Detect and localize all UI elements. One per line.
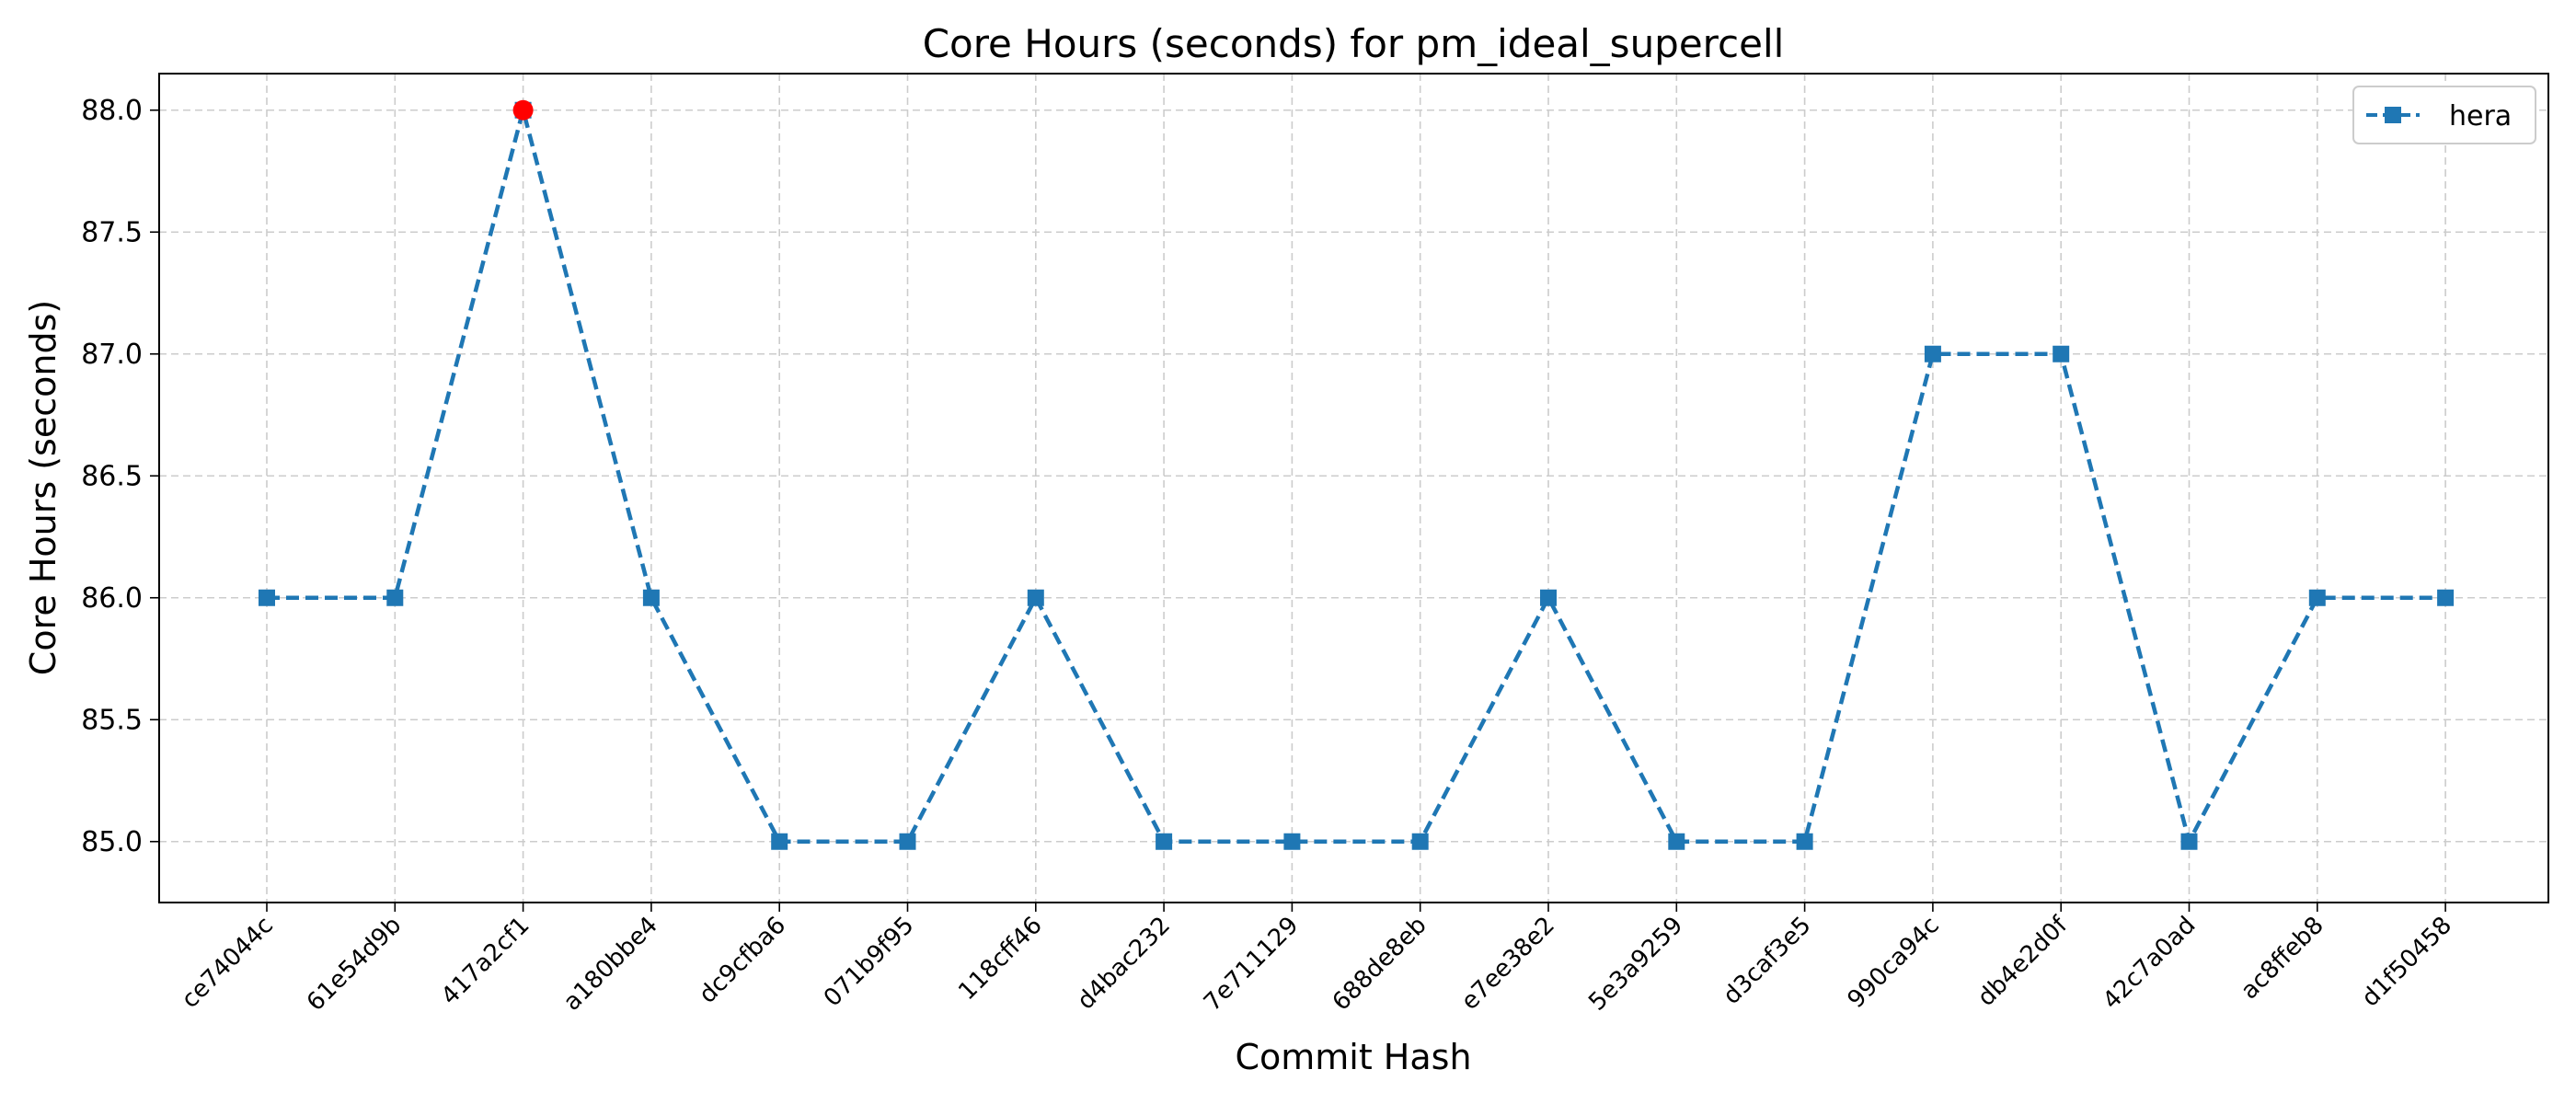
- y-tick-label: 88.0: [81, 95, 143, 127]
- series-layer: [259, 99, 2455, 850]
- data-point: [2437, 589, 2455, 606]
- data-point: [899, 833, 916, 850]
- y-tick-label: 85.5: [81, 704, 143, 736]
- y-tick-label: 86.5: [81, 460, 143, 492]
- highlight-point: [512, 99, 534, 121]
- data-point: [2053, 345, 2070, 362]
- chart-title: Core Hours (seconds) for pm_ideal_superc…: [923, 21, 1785, 66]
- data-point: [386, 589, 404, 606]
- legend-label-hera: hera: [2449, 100, 2512, 132]
- y-tick-label: 87.5: [81, 216, 143, 248]
- data-point: [2308, 589, 2326, 606]
- y-axis-label: Core Hours (seconds): [23, 300, 63, 675]
- series-line-hera: [267, 108, 2446, 844]
- grid-lines: [159, 74, 2548, 903]
- x-axis-label: Commit Hash: [1235, 1037, 1471, 1077]
- data-point: [1027, 589, 1044, 606]
- data-point: [2180, 833, 2198, 850]
- data-point: [259, 589, 275, 606]
- y-tick-label: 86.0: [81, 582, 143, 615]
- y-tick-label: 85.0: [81, 826, 143, 858]
- data-point: [771, 833, 788, 850]
- plot-frame: [158, 73, 2549, 903]
- legend: hera: [2352, 86, 2536, 144]
- data-point: [1540, 589, 1557, 606]
- legend-box: [2352, 86, 2536, 144]
- data-point: [1156, 833, 1173, 850]
- legend-marker: [2385, 107, 2401, 123]
- data-point: [1924, 345, 1941, 362]
- y-tick-label: 87.0: [81, 339, 143, 371]
- data-point: [1796, 833, 1813, 850]
- data-point: [1283, 833, 1301, 850]
- data-point: [1668, 833, 1685, 850]
- data-point: [642, 589, 660, 606]
- data-point: [1411, 833, 1429, 850]
